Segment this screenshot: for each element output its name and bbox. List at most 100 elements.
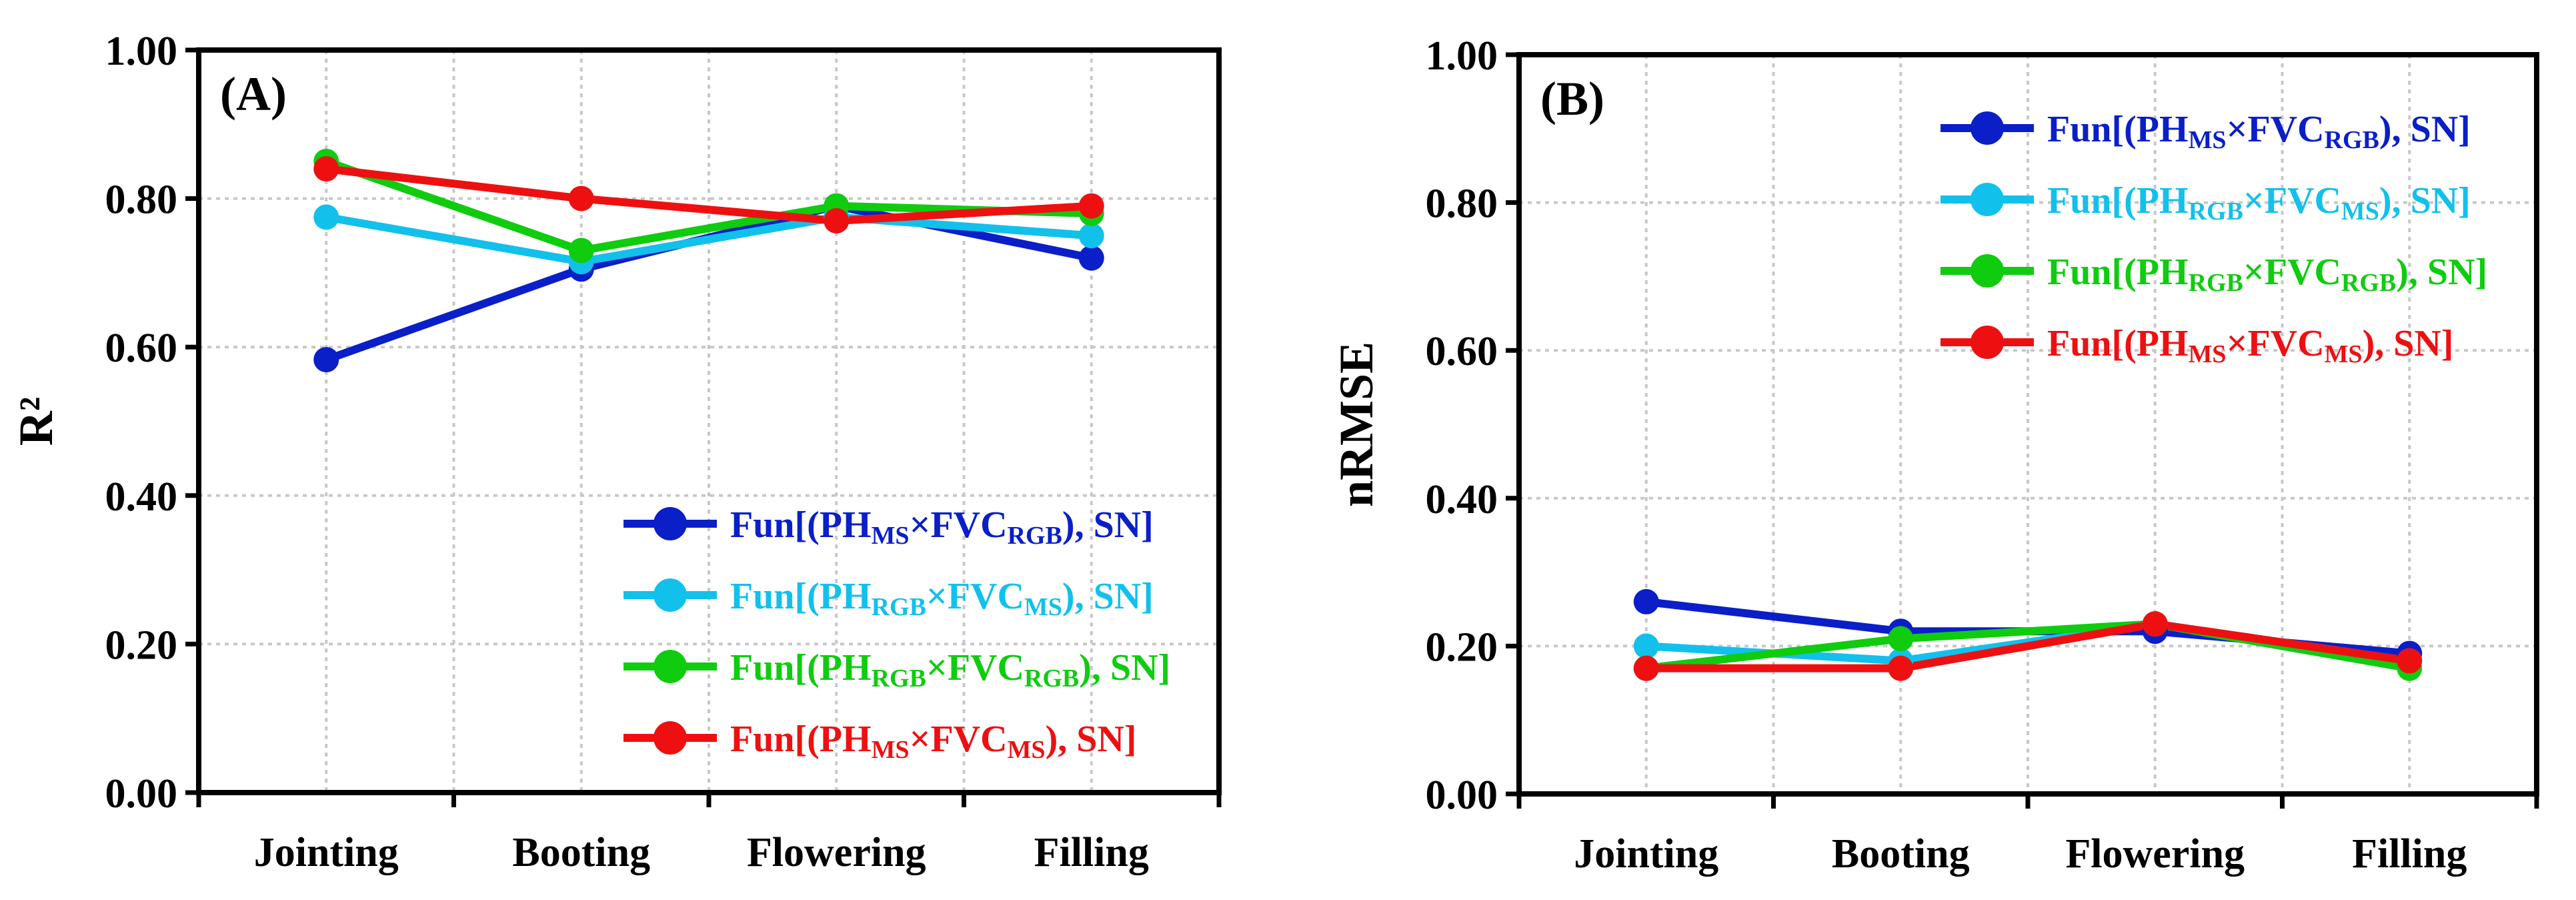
legend-label-part: ×FVC [926,576,1024,617]
legend-label-part: ), SN] [2379,109,2471,150]
legend-label-part: ), SN] [1062,504,1154,546]
legend-label-subscript: MS [2341,197,2379,226]
legend-label-part: ×FVC [2243,180,2341,221]
legend-swatch-marker [1971,254,2004,288]
legend-label-part: Fun[(PH [730,576,872,617]
data-point [1633,655,1659,681]
y-tick-label: 0.20 [1426,624,1498,670]
legend-label-part: Fun[(PH [2047,180,2189,221]
data-point [1078,193,1104,219]
x-tick-label: Filling [1034,830,1149,875]
legend-swatch-marker [654,578,687,612]
legend-swatch-marker [654,721,687,755]
y-tick-label: 0.80 [105,177,178,223]
legend-label: Fun[(PHMS​×FVCRGB​), SN] [2047,109,2471,154]
legend-label-part: ), SN] [2363,323,2454,364]
chart-panel-b: 0.00 0.20 0.40 0.60 0.80 1.00 Jointing Booting F… [1330,33,2539,877]
legend-entry: Fun[(PHRGB​×FVCRGB​), SN] [623,647,1170,693]
legend-label-part: Fun[(PH [730,719,872,760]
legend-label-part: ×FVC [2243,252,2341,293]
legend-swatch-marker [654,650,687,683]
legend-label-subscript: MS [872,522,910,550]
legend-swatch-marker [1971,326,2004,359]
legend-label-part: ×FVC [910,719,1008,760]
x-tick-label: Jointing [1574,831,1718,877]
legend-label-subscript: RGB [1008,522,1062,550]
panel-label: (B) [1540,72,1604,125]
y-tick-label: 0.80 [1426,181,1498,227]
data-point [1633,633,1659,659]
legend-label: Fun[(PHMS​×FVCMS​), SN] [2047,323,2453,368]
legend-label-subscript: MS [2325,340,2363,368]
y-axis-title: R² [9,397,63,446]
legend-entry: Fun[(PHRGB​×FVCRGB​), SN] [1941,252,2487,297]
legend-label: Fun[(PHMS​×FVCMS​), SN] [730,719,1136,764]
y-tick-label: 0.40 [105,474,178,520]
legend-entry: Fun[(PHRGB​×FVCMS​), SN] [1941,180,2471,226]
legend-label-part: Fun[(PH [2047,252,2189,293]
data-point [313,156,339,182]
data-point [1888,626,1914,652]
series-line [1646,620,2411,672]
x-tick-label: Flowering [747,830,926,875]
legend-label-subscript: MS [872,736,910,764]
legend-entry: Fun[(PHMS​×FVCRGB​), SN] [1941,109,2471,154]
series-line [325,213,1092,266]
legend-label-subscript: RGB [872,664,926,693]
legend-entry: Fun[(PHRGB​×FVCMS​), SN] [623,576,1154,621]
x-tick-label: Booting [512,830,650,875]
legend-swatch-marker [654,507,687,540]
x-tick-label: Flowering [2065,831,2245,877]
y-tick-label: 0.60 [105,326,178,371]
data-point [1633,588,1659,614]
y-tick-label: 0.00 [1426,773,1498,818]
data-point [313,204,339,230]
legend-label-subscript: RGB [2341,269,2396,297]
y-axis-title: nRMSE [1330,342,1383,507]
data-point [1078,245,1104,271]
legend-label-part: Fun[(PH [2047,109,2189,150]
legend-label-part: Fun[(PH [2047,323,2189,364]
y-tick-label: 1.00 [105,29,178,74]
y-tick-label: 1.00 [1426,33,1498,79]
legend-swatch-marker [1971,111,2004,145]
legend-label-subscript: RGB [2325,126,2379,154]
legend-label-subscript: RGB [2189,269,2243,297]
legend-label: Fun[(PHRGB​×FVCRGB​), SN] [730,647,1170,693]
legend-entry: Fun[(PHMS​×FVCRGB​), SN] [623,504,1154,550]
data-point [2142,611,2168,637]
legend-entry: Fun[(PHMS​×FVCMS​), SN] [1941,323,2453,368]
legend-label-part: ), SN] [1046,719,1137,760]
chart-panel-a: 0.00 0.20 0.40 0.60 0.80 1.00 Jointing Booting F… [9,29,1222,875]
data-point [2397,648,2423,674]
x-tick-label: Jointing [254,830,399,875]
data-point [568,185,594,211]
legend-label-subscript: RGB [2189,197,2243,226]
legend-label-part: ), SN] [1062,576,1154,617]
y-tick-label: 0.40 [1426,477,1498,522]
data-point [824,207,850,234]
panel-label: (A) [220,67,287,121]
legend-label-part: ×FVC [926,647,1024,689]
legend-label: Fun[(PHRGB​×FVCMS​), SN] [730,576,1154,621]
legend-label-part: ×FVC [2227,323,2325,364]
x-tick-label: Booting [1832,831,1970,877]
legend-label-part: ), SN] [2396,252,2487,293]
y-tick-label: 0.00 [105,771,178,817]
legend-label-part: ×FVC [2227,109,2325,150]
data-point [313,347,339,373]
y-tick-label: 0.20 [105,622,178,668]
data-point [568,238,594,264]
legend-label-part: ), SN] [1079,647,1170,689]
data-point [1078,223,1104,249]
series-line [325,165,1092,225]
y-tick-label: 0.60 [1426,329,1498,374]
legend-label-part: Fun[(PH [730,504,872,546]
legend-label-subscript: MS [2189,126,2227,154]
legend-entry: Fun[(PHMS​×FVCMS​), SN] [623,719,1136,764]
legend-label: Fun[(PHRGB​×FVCRGB​), SN] [2047,252,2487,297]
legend-label: Fun[(PHMS​×FVCRGB​), SN] [730,504,1154,550]
legend-label-subscript: MS [2189,340,2227,368]
legend-swatch-marker [1971,183,2004,216]
